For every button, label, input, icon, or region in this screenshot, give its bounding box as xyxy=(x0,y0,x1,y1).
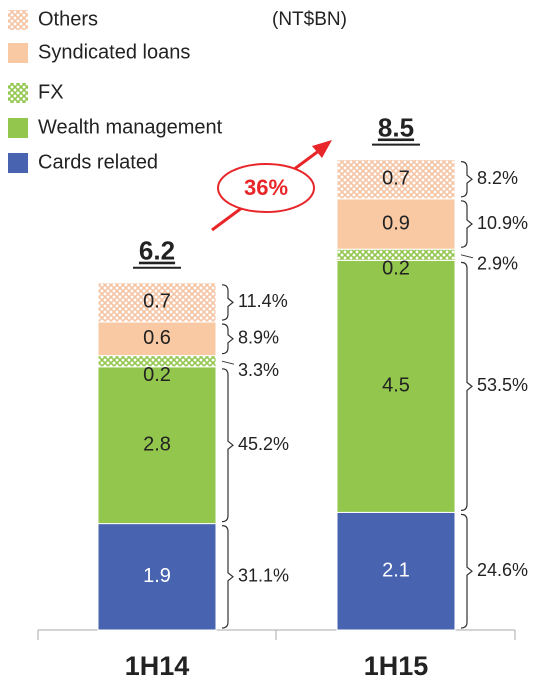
growth-bubble xyxy=(217,163,315,213)
legend-label: FX xyxy=(38,81,64,103)
legend-swatch xyxy=(8,43,28,63)
growth-label: 36% xyxy=(244,175,288,200)
value-label: 4.5 xyxy=(382,375,410,397)
brace xyxy=(460,513,473,629)
legend-label: Cards related xyxy=(38,151,158,173)
bar-segment xyxy=(97,282,217,323)
share-label: 8.2% xyxy=(477,168,518,188)
value-label: 2.8 xyxy=(143,433,171,455)
legend-label: Syndicated loans xyxy=(38,41,190,63)
share-label: 31.1% xyxy=(238,566,289,586)
bar-segment xyxy=(97,321,217,357)
legend-swatch xyxy=(8,153,28,173)
value-label: 0.2 xyxy=(143,364,171,386)
bar-segment xyxy=(336,259,456,513)
value-label: 0.2 xyxy=(382,258,410,280)
legend-label: Wealth management xyxy=(38,116,223,138)
category-label: 1H14 xyxy=(125,651,190,681)
value-label: 0.6 xyxy=(143,327,171,349)
share-label: 2.9% xyxy=(477,254,518,274)
share-label: 53.5% xyxy=(477,375,528,395)
bar-segment xyxy=(336,511,456,631)
value-label: 0.7 xyxy=(382,167,410,189)
bar-segment xyxy=(336,198,456,250)
brace xyxy=(460,161,473,198)
growth-arrowhead xyxy=(312,140,332,158)
share-label: 24.6% xyxy=(477,560,528,580)
bar-segment xyxy=(97,366,217,525)
category-label: 1H15 xyxy=(364,651,429,681)
brace xyxy=(460,261,473,511)
unit-label: (NT$BN) xyxy=(272,9,347,30)
value-label: 2.1 xyxy=(382,559,410,581)
share-label: 3.3% xyxy=(238,360,279,380)
legend-swatch xyxy=(8,83,28,103)
brace xyxy=(221,284,234,321)
value-label: 1.9 xyxy=(143,565,171,587)
share-label: 10.9% xyxy=(477,213,528,233)
total-label: 6.2 xyxy=(139,236,175,266)
bar-segment xyxy=(97,523,217,631)
brace xyxy=(221,323,234,355)
share-label: 45.2% xyxy=(238,434,289,454)
total-label: 8.5 xyxy=(378,112,414,142)
legend-swatch xyxy=(8,10,28,30)
legend-label: Others xyxy=(38,8,98,30)
brace xyxy=(460,200,473,248)
brace xyxy=(221,368,234,523)
share-label: 8.9% xyxy=(238,328,279,348)
brace xyxy=(221,360,235,365)
value-label: 0.7 xyxy=(143,291,171,313)
bar-segment xyxy=(336,159,456,200)
share-label: 11.4% xyxy=(238,291,288,311)
legend-swatch xyxy=(8,118,28,138)
value-label: 0.9 xyxy=(382,212,410,234)
brace xyxy=(460,254,474,259)
brace xyxy=(221,525,234,629)
